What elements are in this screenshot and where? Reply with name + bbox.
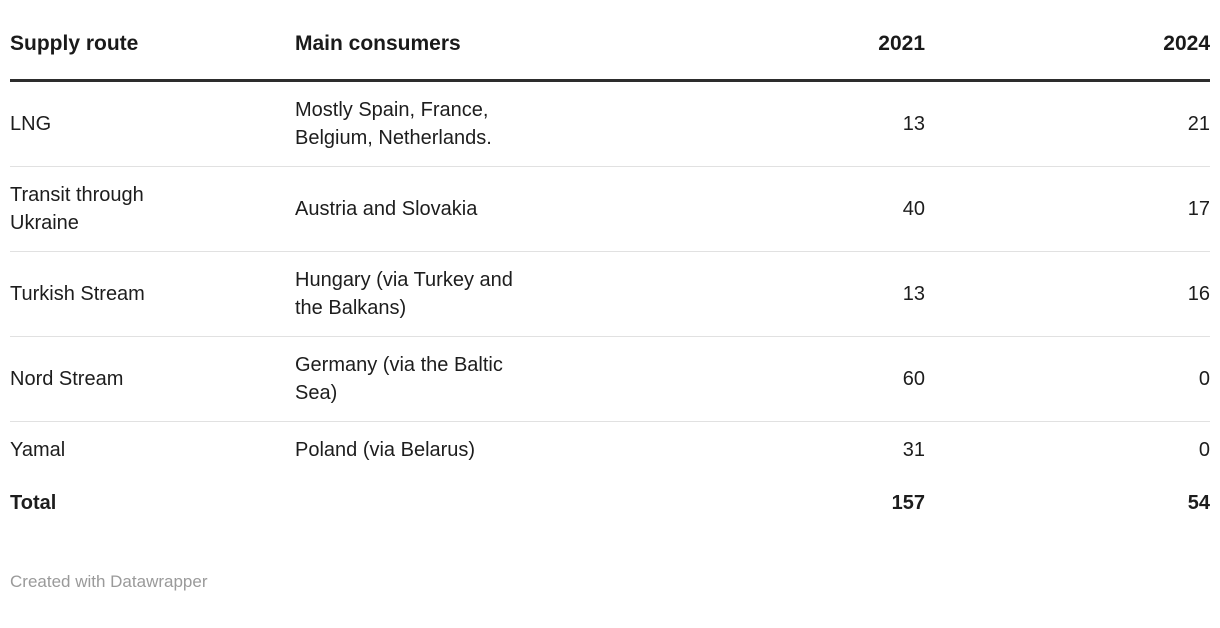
cell-2021-value: 31 (540, 421, 925, 478)
cell-2021-value: 40 (540, 166, 925, 252)
cell-2024-value: 17 (925, 166, 1210, 252)
cell-main-consumers: Austria and Slovakia (205, 166, 540, 252)
table-footer: Total 157 54 (10, 478, 1210, 528)
cell-main-consumers: Germany (via the Baltic Sea) (205, 336, 540, 422)
column-header-main-consumers: Main consumers (205, 30, 540, 82)
cell-main-consumers: Hungary (via Turkey and the Balkans) (205, 251, 540, 337)
cell-2024-value: 0 (925, 421, 1210, 478)
cell-2024-value: 16 (925, 251, 1210, 337)
cell-supply-route: Yamal (10, 421, 205, 478)
cell-main-consumers: Mostly Spain, France, Belgium, Netherlan… (295, 99, 492, 149)
cell-main-consumers: Poland (via Belarus) (205, 421, 540, 478)
total-2024: 54 (1187, 492, 1210, 514)
cell-2021-value: 13 (902, 113, 925, 135)
supply-routes-table: Supply route Main consumers 2021 2024 LN… (10, 30, 1210, 528)
total-label: Total (10, 492, 57, 514)
cell-2024-value: 21 (1187, 113, 1210, 135)
cell-supply-route: Transit through Ukraine (10, 166, 205, 252)
column-header-2021: 2021 (540, 30, 925, 82)
table-header: Supply route Main consumers 2021 2024 (10, 30, 1210, 82)
table-body: LNG Mostly Spain, France, Belgium, Nethe… (10, 81, 1210, 478)
cell-supply-route: Nord Stream (10, 336, 205, 422)
total-consumers-empty (205, 478, 540, 528)
column-header-supply-route: Supply route (10, 30, 205, 82)
cell-2021-value: 60 (540, 336, 925, 422)
total-2021: 157 (891, 492, 925, 514)
table-row: Transit through Ukraine Austria and Slov… (10, 166, 1210, 252)
cell-2021-value: 13 (540, 251, 925, 337)
cell-supply-route: LNG (10, 113, 52, 135)
column-header-2024: 2024 (925, 30, 1210, 82)
cell-2024-value: 0 (925, 336, 1210, 422)
cell-supply-route: Turkish Stream (10, 251, 205, 337)
header-row: Supply route Main consumers 2021 2024 (10, 30, 1210, 82)
datawrapper-credit-link[interactable]: Created with Datawrapper (10, 572, 208, 591)
table-row: Yamal Poland (via Belarus) 31 0 (10, 421, 1210, 478)
total-row: Total 157 54 (10, 478, 1210, 528)
table-row: Nord Stream Germany (via the Baltic Sea)… (10, 336, 1210, 422)
attribution: Created with Datawrapper (10, 572, 1210, 592)
table-row: LNG Mostly Spain, France, Belgium, Nethe… (10, 81, 1210, 167)
table-row: Turkish Stream Hungary (via Turkey and t… (10, 251, 1210, 337)
